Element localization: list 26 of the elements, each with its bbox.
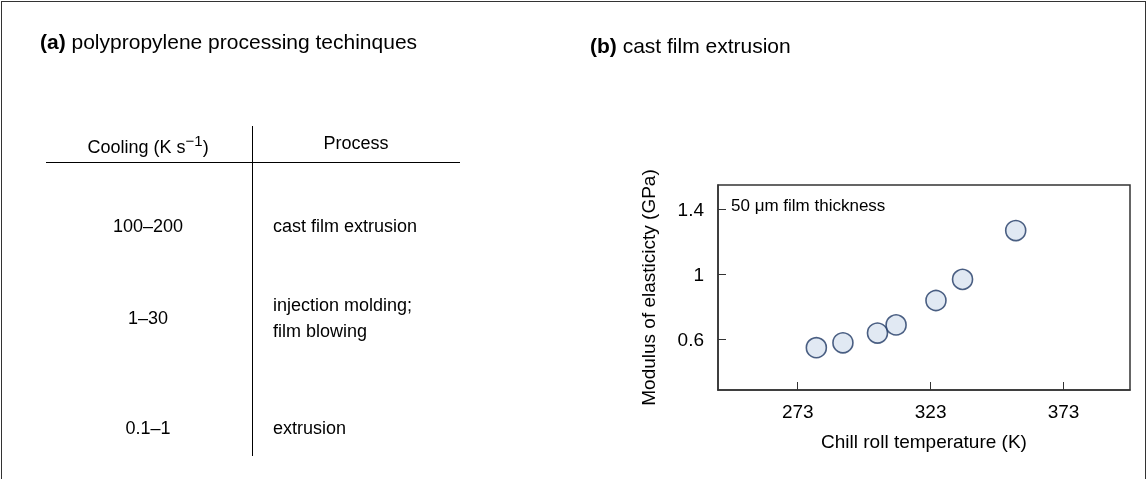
- text: injection molding; film blowing: [273, 294, 413, 344]
- point: [805, 336, 828, 359]
- y-axis-title: Modulus of elasticicty (GPa): [638, 169, 659, 406]
- text: Cooling (K s$^{−1}$): [87, 131, 209, 159]
- point: [832, 332, 854, 354]
- point: [866, 322, 889, 344]
- point: [1004, 219, 1027, 242]
- point: [925, 289, 947, 312]
- x-tick-label: 373: [1047, 401, 1080, 422]
- point: [951, 268, 974, 291]
- point: [885, 314, 907, 336]
- annotation: 50 μm film thickness: [731, 196, 886, 215]
- text: 0.1–1: [125, 417, 171, 440]
- text: 100–200: [113, 215, 184, 238]
- y-tick-label: 1: [693, 263, 704, 285]
- y-tick-label: 1.4: [677, 198, 705, 220]
- text: extrusion: [273, 417, 347, 440]
- x-tick-label: 273: [781, 401, 814, 422]
- text: 1–30: [128, 307, 169, 330]
- x-axis-title: Chill roll temperature (K): [821, 431, 1027, 452]
- text: cast film extrusion: [273, 215, 418, 238]
- y-tick-label: 0.6: [677, 329, 704, 351]
- text: Process: [323, 132, 389, 155]
- text: (a) polypropylene processing techinques: [40, 30, 418, 54]
- chart-title: (b) cast film extrusion: [590, 34, 791, 57]
- x-tick-label: 323: [914, 401, 947, 422]
